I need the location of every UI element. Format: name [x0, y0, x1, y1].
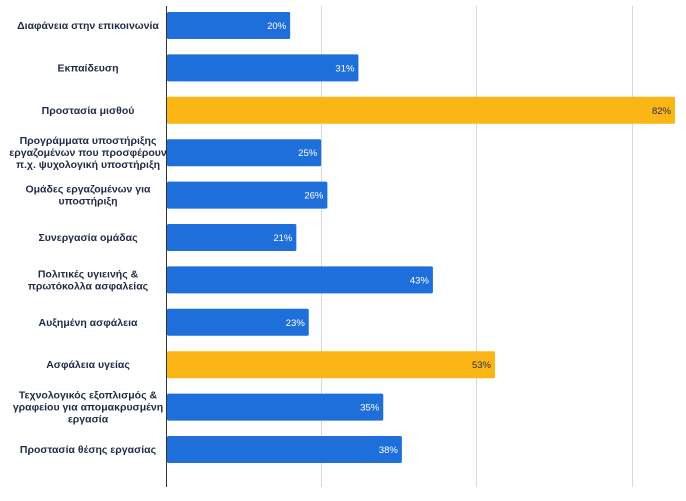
value-label-3: 82%: [652, 106, 672, 117]
bar-1: [167, 12, 291, 39]
category-label-5: Ομάδες εργαζομένων για υποστήριξη: [25, 184, 151, 208]
category-label-4: Προγράμματα υποστήριξης εργαζομένων που π…: [9, 135, 167, 171]
category-label-9: Ασφάλεια υγείας: [46, 359, 130, 371]
category-label-8: Αυξημένη ασφάλεια: [39, 317, 138, 329]
value-label-7: 43%: [410, 275, 430, 286]
category-label-10: Τεχνολογικός εξοπλισμός & γραφείου για απ…: [13, 390, 163, 426]
category-label-3: Προστασία μισθού: [42, 105, 135, 117]
category-label-6: Συνεργασία ομάδας: [38, 232, 138, 244]
bar-3: [167, 96, 675, 124]
bar-11: [167, 436, 402, 463]
value-label-6: 21%: [273, 233, 293, 244]
value-label-2: 31%: [335, 63, 355, 74]
bar-2: [167, 54, 359, 82]
bar-7: [167, 266, 433, 294]
bar-8: [167, 308, 309, 336]
category-label-11: Προστασία θέσης εργασίας: [20, 444, 157, 456]
category-label-1: Διαφάνεια στην επικοινωνία: [17, 20, 159, 32]
bar-10: [167, 393, 384, 421]
bar-4: [167, 139, 322, 167]
value-label-10: 35%: [360, 403, 380, 414]
bar-6: [167, 224, 297, 251]
bar-9: [167, 351, 495, 379]
bar-5: [167, 181, 328, 209]
bars-layer: [167, 12, 675, 463]
value-label-1: 20%: [267, 21, 287, 32]
value-label-9: 53%: [472, 360, 492, 371]
value-label-11: 38%: [379, 445, 399, 456]
value-label-4: 25%: [298, 148, 318, 159]
value-label-8: 23%: [286, 318, 306, 329]
category-label-7: Πολιτικές υγιεινής & πρωτόκολλα ασφαλείας: [28, 268, 149, 292]
value-labels: 20% 31% 82% 25% 26% 21% 43% 23% 53% 35% 38%: [267, 21, 671, 456]
category-label-2: Εκπαίδευση: [57, 62, 118, 74]
category-labels: Διαφάνεια στην επικοινωνία Εκπαίδευση Προσ…: [9, 20, 167, 456]
value-label-5: 26%: [304, 191, 324, 202]
